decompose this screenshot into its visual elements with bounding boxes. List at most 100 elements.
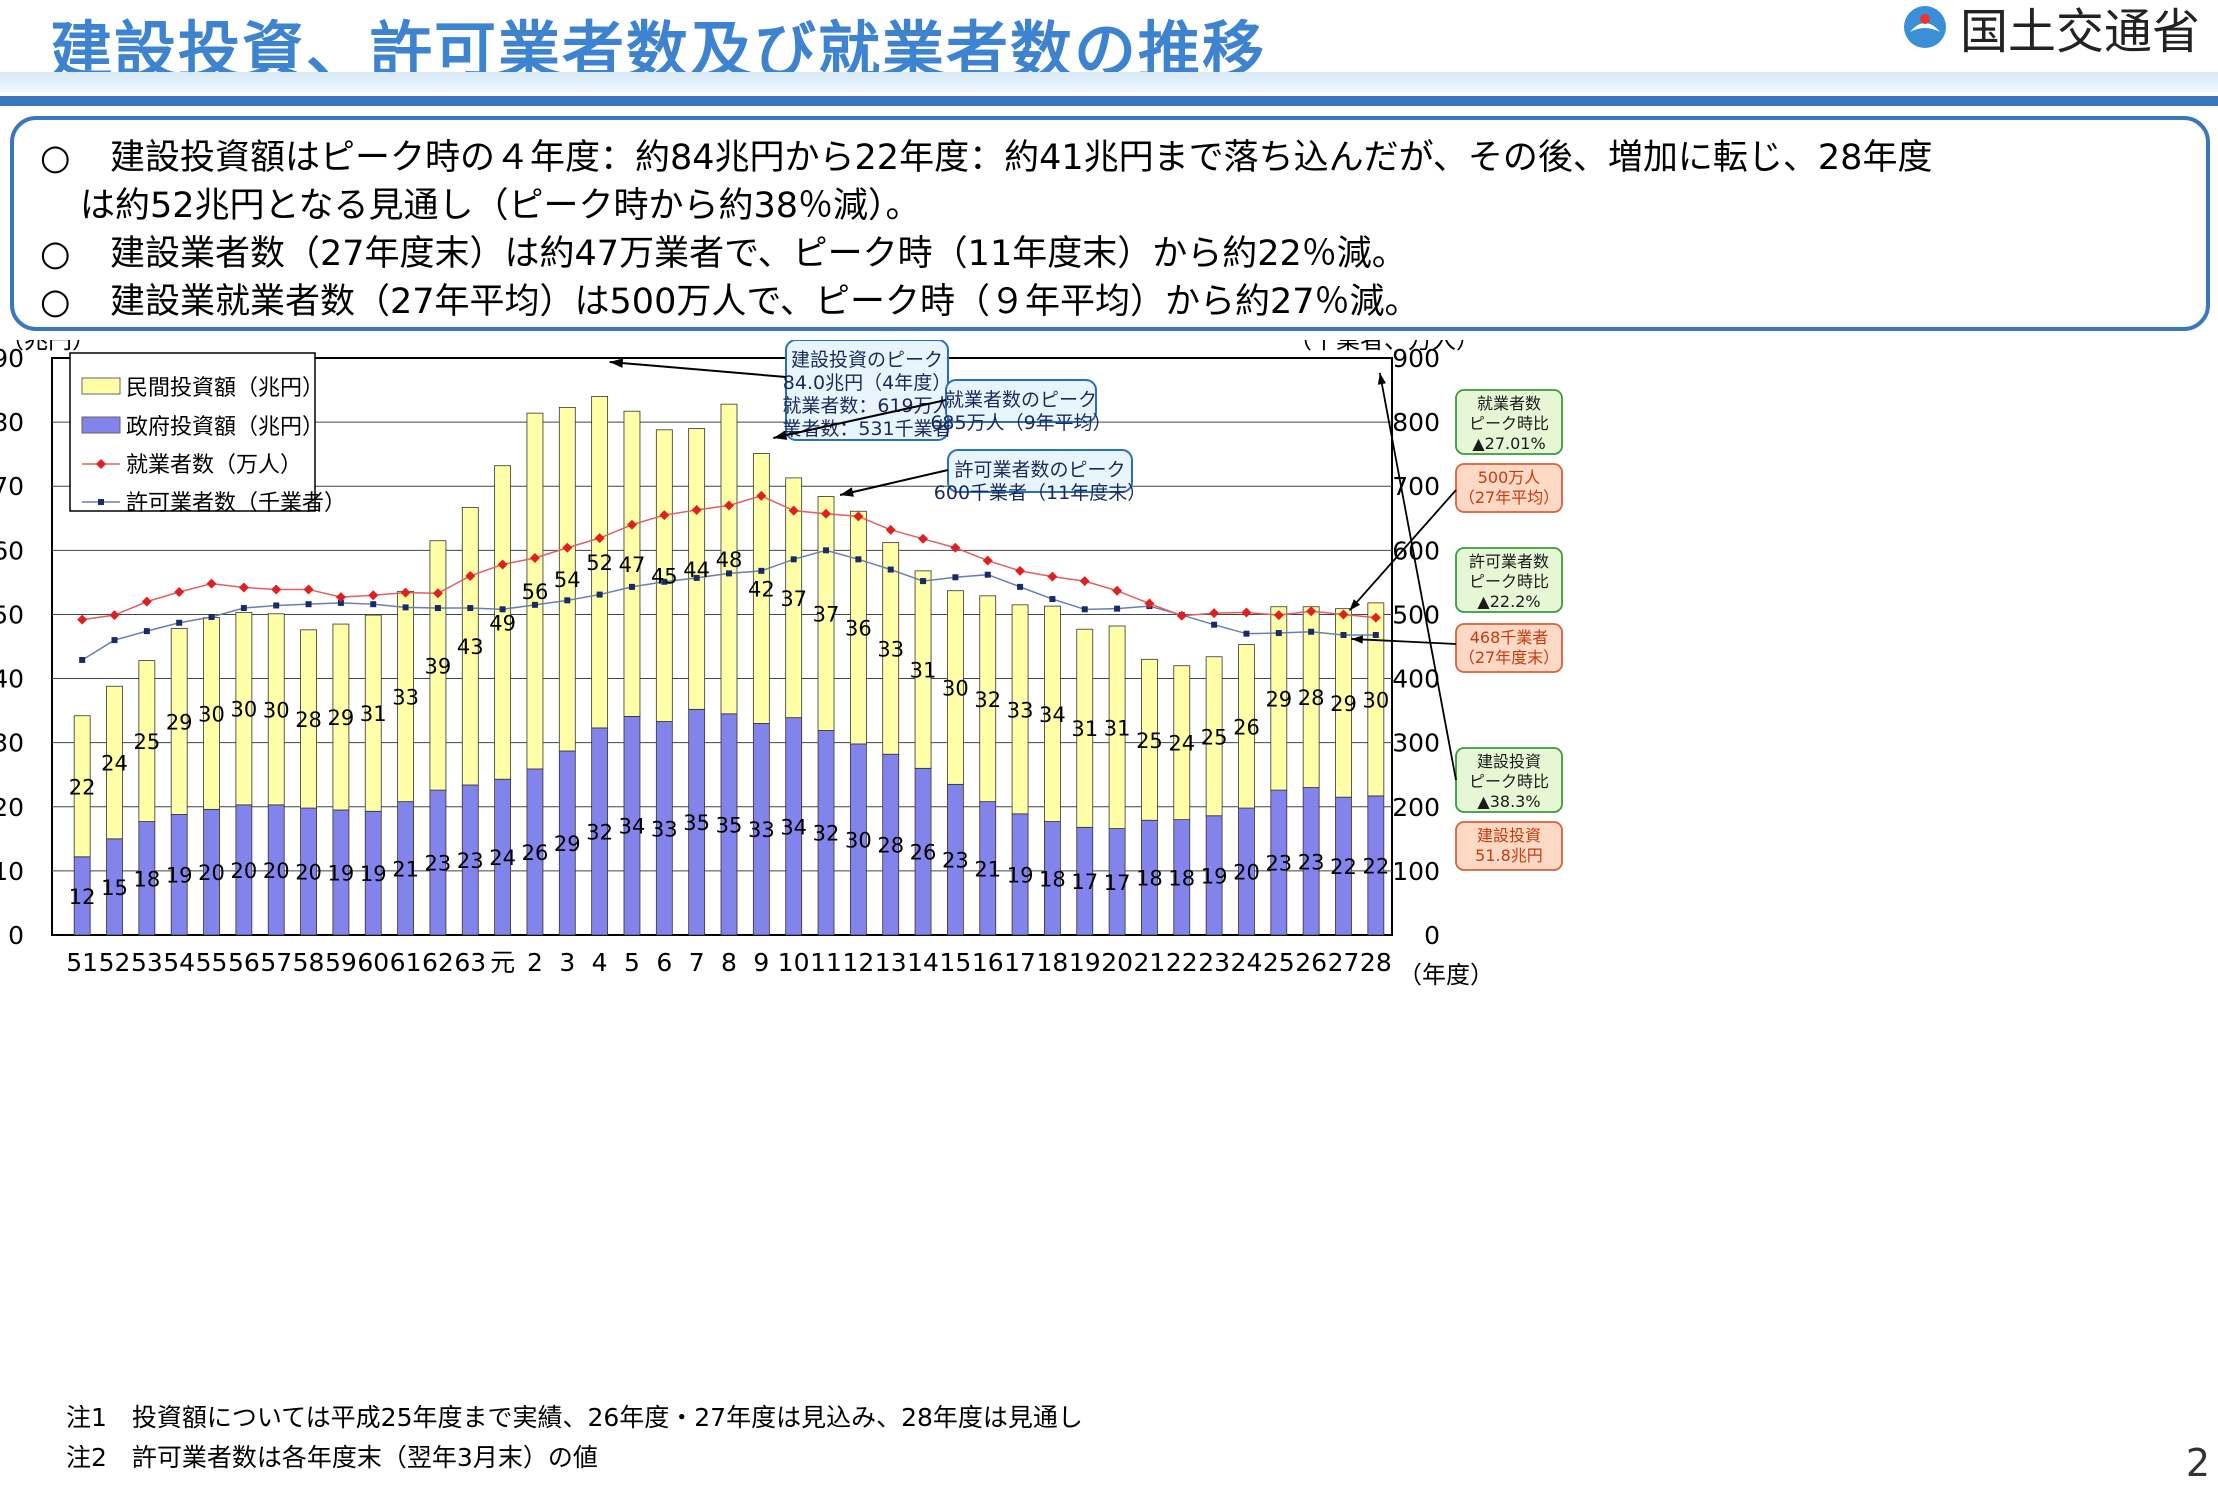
bullet-mark: ○: [40, 282, 71, 322]
government-value-label: 22: [1362, 854, 1389, 878]
category-label: 54: [163, 948, 195, 977]
legend-marker-licensed: [98, 499, 104, 505]
licensed-firms-point: [1081, 606, 1088, 613]
employment-point: [1306, 606, 1317, 617]
licensed-firms-point: [176, 619, 183, 626]
employment-point: [400, 587, 411, 598]
bar-private: [914, 570, 932, 769]
title-rule: [0, 96, 2218, 106]
employment-point: [1209, 608, 1220, 619]
side-label-line: 51.8兆円: [1475, 846, 1543, 865]
private-value-label: 34: [1039, 703, 1066, 727]
employment-point: [1338, 609, 1349, 620]
side-label-line: ピーク時比: [1469, 772, 1549, 791]
employment-point: [626, 519, 637, 530]
side-label-box: [1455, 547, 1563, 613]
side-arrowhead: [1377, 372, 1386, 385]
private-value-label: 33: [1007, 698, 1034, 722]
private-value-label: 47: [619, 553, 646, 577]
bar-private: [73, 715, 91, 858]
licensed-firms-point: [1372, 631, 1379, 638]
licensed-firms-point: [111, 637, 118, 644]
government-value-label: 19: [1201, 864, 1228, 888]
right-tick-label: 500: [1392, 600, 1440, 629]
category-label: 52: [99, 948, 131, 977]
employment-point: [950, 542, 961, 553]
side-label-box: [1455, 821, 1563, 871]
left-tick-label: 70: [0, 472, 24, 501]
annotation-arrow-line: [839, 469, 949, 496]
bar-private: [332, 623, 350, 811]
government-value-label: 29: [554, 832, 581, 856]
bar-private: [526, 412, 544, 770]
government-value-label: 20: [263, 859, 290, 883]
private-value-label: 37: [780, 587, 807, 611]
category-label: 2: [527, 948, 543, 977]
bar-private: [1011, 604, 1029, 815]
side-label-line: 468千業者: [1470, 628, 1549, 647]
bar-private: [1173, 665, 1191, 821]
category-label: 3: [559, 948, 575, 977]
right-axis-unit: （千業者、万人）: [1288, 340, 1480, 354]
bar-private: [170, 628, 188, 815]
private-value-label: 24: [101, 752, 128, 776]
legend-label: 民間投資額（兆円）: [126, 376, 324, 401]
legend-label: 就業者数（万人）: [126, 453, 302, 478]
employment-point: [109, 610, 120, 621]
category-label: 15: [939, 948, 971, 977]
private-value-label: 31: [910, 659, 937, 683]
private-value-label: 39: [425, 654, 452, 678]
summary-line: ○ 建設業就業者数（27年平均）は500万人で、ピーク時（９年平均）から約27％減…: [40, 278, 2182, 326]
private-value-label: 42: [748, 577, 775, 601]
side-label-line: （27年度末）: [1459, 648, 1559, 667]
licensed-firms-point: [273, 602, 280, 609]
private-value-label: 30: [198, 702, 225, 726]
employment-point: [724, 500, 734, 511]
private-value-label: 43: [457, 635, 484, 659]
government-value-label: 20: [1233, 861, 1260, 885]
employment-point: [368, 590, 379, 601]
government-value-label: 23: [425, 852, 452, 876]
government-value-label: 26: [522, 841, 549, 865]
category-label: 58: [293, 948, 325, 977]
summary-line: は約52兆円となる見通し（ピーク時から約38％減）。: [80, 186, 921, 226]
employment-point: [432, 588, 443, 599]
bar-private: [946, 590, 964, 785]
private-value-label: 29: [1330, 692, 1357, 716]
side-arrow-line: [1348, 489, 1457, 612]
private-value-label: 31: [1104, 716, 1131, 740]
legend-label: 政府投資額（兆円）: [126, 415, 324, 440]
employment-point: [1241, 607, 1252, 618]
licensed-firms-point: [208, 614, 215, 621]
bar-private: [1044, 605, 1061, 822]
private-value-label: 32: [974, 688, 1001, 712]
annotation-line: 許可業者数のピーク: [954, 459, 1125, 481]
bar-private: [106, 685, 123, 840]
annotation-arrowhead: [840, 487, 854, 497]
government-value-label: 35: [683, 811, 710, 835]
licensed-firms-point: [499, 606, 506, 613]
employment-point: [1144, 598, 1155, 609]
government-value-label: 22: [1330, 855, 1357, 879]
bar-private: [1076, 628, 1094, 828]
left-tick-label: 30: [0, 729, 24, 758]
private-value-label: 33: [392, 686, 419, 710]
employment-point: [465, 570, 476, 581]
employment-point: [1273, 610, 1284, 621]
employment-point: [562, 542, 573, 553]
category-label: 60: [357, 948, 389, 977]
annotation-arrowhead: [609, 358, 624, 368]
category-label: 19: [1069, 948, 1101, 977]
annotation-arrowhead: [773, 430, 788, 440]
category-label: 28: [1360, 948, 1392, 977]
employment-point: [1176, 610, 1187, 621]
licensed-firms-point: [1017, 583, 1024, 590]
government-value-label: 21: [392, 857, 419, 881]
summary-line: ○ 建設投資額はピーク時の４年度：約84兆円から22年度：約41兆円まで落ち込んだ…: [40, 134, 2182, 182]
bar-private: [817, 496, 835, 731]
category-label: 7: [689, 948, 705, 977]
private-value-label: 52: [586, 551, 613, 575]
private-value-label: 29: [328, 706, 355, 730]
licensed-firms-point: [855, 556, 862, 563]
bar-private: [267, 613, 285, 806]
